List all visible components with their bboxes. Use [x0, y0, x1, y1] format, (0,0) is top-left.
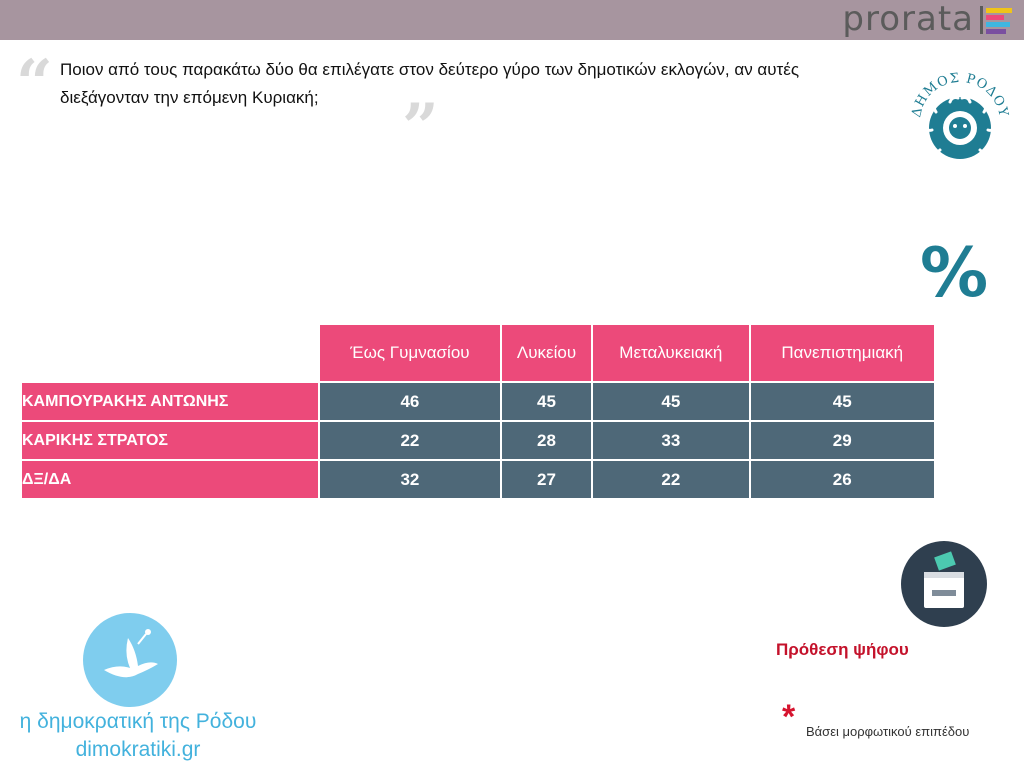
close-quote-icon: ” — [402, 90, 439, 165]
corner-cell — [22, 325, 318, 381]
column-header: Έως Γυμνασίου — [320, 325, 500, 381]
column-header: Μεταλυκειακή — [593, 325, 749, 381]
row-header: ΚΑΡΙΚΗΣ ΣΤΡΑΤΟΣ — [22, 422, 318, 459]
municipality-of-rhodes-logo: ΔΗΜΟΣ ΡΟΔΟΥ — [909, 71, 1010, 159]
value-cell: 27 — [501, 461, 592, 498]
table-row: ΔΞ/ΔΑ 32 27 22 26 — [22, 461, 934, 498]
value-cell: 45 — [593, 383, 749, 420]
dove-logo-icon — [83, 613, 177, 707]
header-row: Έως Γυμνασίου Λυκείου Μεταλυκειακή Πανεπ… — [22, 325, 934, 381]
value-cell: 46 — [320, 383, 500, 420]
poll-table: Έως Γυμνασίου Λυκείου Μεταλυκειακή Πανεπ… — [20, 323, 936, 500]
asterisk-mark: * — [782, 698, 796, 736]
column-header: Πανεπιστημιακή — [750, 325, 934, 381]
top-bar: prorata — [0, 0, 1024, 40]
value-cell: 45 — [501, 383, 592, 420]
question-text: Ποιον από τους παρακάτω δύο θα επιλέγατε… — [60, 60, 800, 107]
vote-intent-label: Πρόθεση ψήφου — [776, 640, 909, 659]
source-url[interactable]: dimokratiki.gr — [75, 738, 201, 761]
source-name: η δημοκρατική της Ρόδου — [19, 710, 257, 733]
value-cell: 45 — [750, 383, 934, 420]
open-quote-icon: “ — [16, 46, 53, 121]
value-cell: 26 — [750, 461, 934, 498]
percent-icon: % — [920, 234, 989, 313]
education-footnote: Βάσει μορφωτικού επιπέδου — [806, 724, 970, 739]
prorata-wordmark: prorata — [842, 0, 974, 39]
value-cell: 29 — [750, 422, 934, 459]
value-cell: 28 — [501, 422, 592, 459]
table-row: ΚΑΜΠΟΥΡΑΚΗΣ ΑΝΤΩΝΗΣ 46 45 45 45 — [22, 383, 934, 420]
prorata-logo-icon — [980, 6, 1012, 34]
value-cell: 22 — [320, 422, 500, 459]
value-cell: 32 — [320, 461, 500, 498]
ballot-box-icon — [901, 541, 987, 627]
value-cell: 33 — [593, 422, 749, 459]
row-header: ΚΑΜΠΟΥΡΑΚΗΣ ΑΝΤΩΝΗΣ — [22, 383, 318, 420]
row-header: ΔΞ/ΔΑ — [22, 461, 318, 498]
value-cell: 22 — [593, 461, 749, 498]
column-header: Λυκείου — [501, 325, 592, 381]
table-row: ΚΑΡΙΚΗΣ ΣΤΡΑΤΟΣ 22 28 33 29 — [22, 422, 934, 459]
